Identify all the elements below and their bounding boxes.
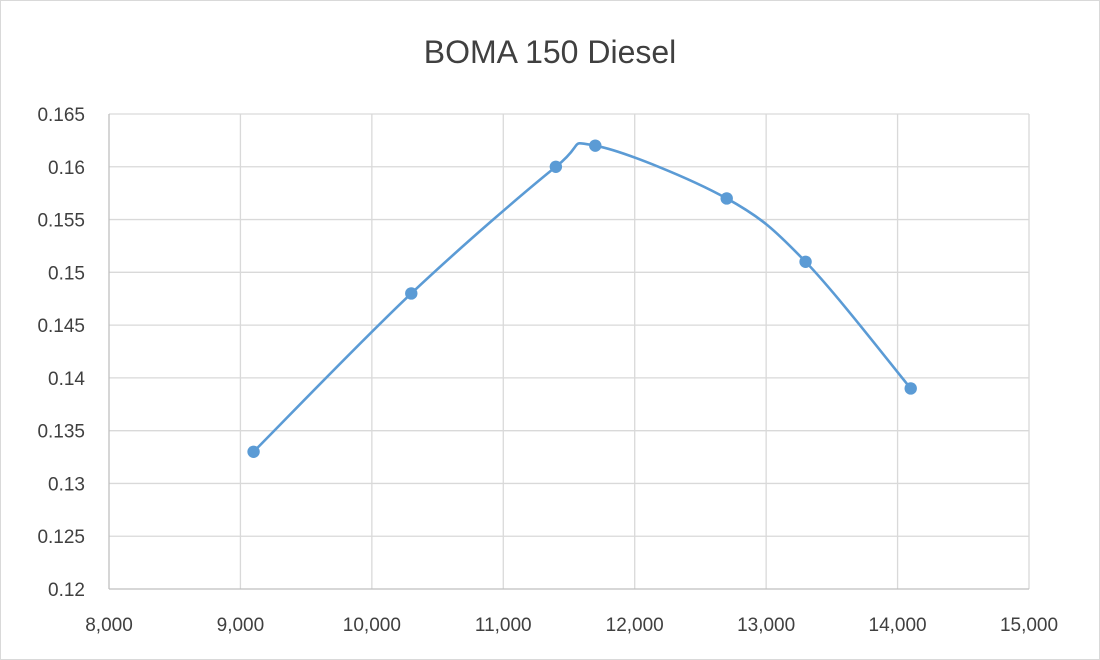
x-tick-label: 15,000 bbox=[1000, 615, 1058, 636]
x-tick-label: 12,000 bbox=[606, 615, 664, 636]
y-tick-label: 0.16 bbox=[48, 158, 85, 179]
y-tick-label: 0.135 bbox=[37, 422, 85, 443]
y-tick-label: 0.14 bbox=[48, 369, 85, 390]
data-point bbox=[720, 192, 733, 205]
x-tick-label: 11,000 bbox=[475, 615, 532, 636]
y-tick-label: 0.125 bbox=[37, 527, 85, 548]
chart-title: BOMA 150 Diesel bbox=[424, 34, 677, 70]
series-group bbox=[247, 139, 917, 458]
x-tick-label: 10,000 bbox=[343, 615, 401, 636]
data-point bbox=[247, 445, 260, 458]
x-tick-label: 9,000 bbox=[217, 615, 265, 636]
grid-lines bbox=[109, 113, 1030, 589]
x-tick-label: 14,000 bbox=[869, 615, 927, 636]
y-tick-label: 0.145 bbox=[37, 316, 85, 337]
x-tick-label: 13,000 bbox=[737, 615, 795, 636]
data-point bbox=[405, 287, 418, 300]
series-line bbox=[252, 141, 913, 454]
data-point bbox=[589, 139, 602, 152]
y-tick-label: 0.165 bbox=[37, 105, 85, 126]
y-tick-label: 0.12 bbox=[48, 580, 85, 601]
data-point bbox=[799, 255, 812, 268]
y-tick-label: 0.13 bbox=[48, 474, 85, 495]
data-point bbox=[904, 382, 917, 395]
x-axis-tick-labels: 8,000 9,000 10,000 11,000 12,000 13,000 14,000… bbox=[85, 615, 1058, 636]
data-point bbox=[549, 160, 563, 173]
y-tick-label: 0.15 bbox=[48, 263, 85, 284]
axes bbox=[108, 114, 1029, 590]
y-tick-label: 0.155 bbox=[37, 211, 85, 232]
x-tick-label: 8,000 bbox=[85, 615, 133, 636]
y-axis-tick-labels: 0.12 0.125 0.13 0.135 0.14 0.145 0.15 0.155 0.16… bbox=[37, 105, 85, 601]
